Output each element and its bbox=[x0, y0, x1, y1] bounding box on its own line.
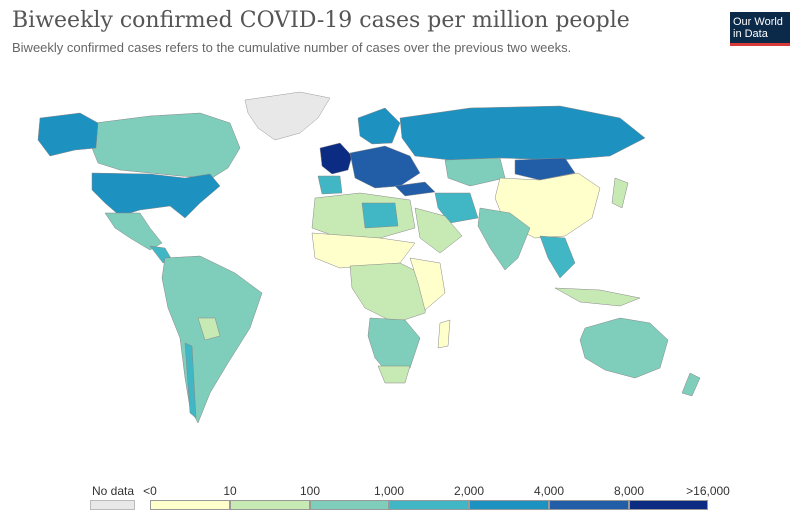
legend-swatch-1[interactable] bbox=[230, 500, 310, 510]
region-libya[interactable] bbox=[361, 202, 399, 229]
region-mexico[interactable] bbox=[104, 212, 163, 251]
region-south-africa[interactable] bbox=[377, 365, 411, 384]
region-south-america[interactable] bbox=[161, 255, 263, 424]
region-turkey[interactable] bbox=[394, 181, 436, 197]
region-europe-west[interactable] bbox=[319, 142, 353, 175]
legend-no-data-label: No data bbox=[91, 484, 135, 498]
legend-label-3: 1,000 bbox=[373, 484, 405, 498]
legend-swatch-5[interactable] bbox=[549, 500, 629, 510]
legend-label-4: 2,000 bbox=[453, 484, 485, 498]
region-southeast-asia[interactable] bbox=[539, 235, 576, 279]
region-australia[interactable] bbox=[579, 317, 669, 379]
legend-swatch-0[interactable] bbox=[150, 500, 230, 510]
chart-subtitle: Biweekly confirmed cases refers to the c… bbox=[12, 40, 572, 55]
legend-swatch-2[interactable] bbox=[310, 500, 389, 510]
region-arabia[interactable] bbox=[414, 207, 463, 254]
region-indonesia[interactable] bbox=[554, 287, 641, 307]
region-japan[interactable] bbox=[611, 177, 629, 209]
region-kazakhstan[interactable] bbox=[444, 157, 506, 187]
region-india[interactable] bbox=[477, 207, 531, 271]
region-iran[interactable] bbox=[434, 192, 479, 224]
region-usa[interactable] bbox=[91, 172, 221, 219]
region-new-zealand[interactable] bbox=[681, 372, 701, 397]
region-scandinavia[interactable] bbox=[357, 107, 401, 145]
region-iberia[interactable] bbox=[317, 175, 343, 195]
logo-line-1: Our World bbox=[733, 16, 783, 28]
region-europe-central[interactable] bbox=[349, 145, 421, 189]
world-map[interactable] bbox=[0, 78, 800, 478]
logo-line-2: in Data bbox=[733, 28, 768, 40]
region-madagascar[interactable] bbox=[437, 319, 451, 349]
region-sahel[interactable] bbox=[311, 232, 416, 269]
region-mongolia[interactable] bbox=[514, 157, 576, 181]
legend-label-0: <0 bbox=[143, 484, 157, 498]
legend-label-2: 100 bbox=[299, 484, 321, 498]
legend-label-5: 4,000 bbox=[533, 484, 565, 498]
region-canada[interactable] bbox=[89, 112, 241, 179]
region-greenland[interactable] bbox=[244, 91, 331, 141]
legend-swatch-4[interactable] bbox=[469, 500, 549, 510]
owid-logo[interactable]: Our World in Data bbox=[730, 12, 790, 46]
region-east-africa[interactable] bbox=[409, 257, 446, 311]
region-chile[interactable] bbox=[184, 342, 197, 419]
legend-no-data-swatch[interactable] bbox=[90, 500, 135, 510]
region-alaska[interactable] bbox=[37, 112, 99, 157]
region-russia[interactable] bbox=[399, 105, 646, 161]
chart-title: Biweekly confirmed COVID-19 cases per mi… bbox=[12, 8, 630, 33]
legend: No data <0 10 100 1,000 2,000 4,000 8,00… bbox=[0, 480, 800, 516]
legend-label-7: >16,000 bbox=[686, 484, 730, 498]
region-bolivia[interactable] bbox=[197, 317, 221, 341]
legend-swatch-3[interactable] bbox=[389, 500, 469, 510]
legend-label-6: 8,000 bbox=[613, 484, 645, 498]
legend-label-1: 10 bbox=[223, 484, 237, 498]
legend-swatch-6[interactable] bbox=[629, 500, 708, 510]
region-central-africa[interactable] bbox=[349, 262, 431, 324]
